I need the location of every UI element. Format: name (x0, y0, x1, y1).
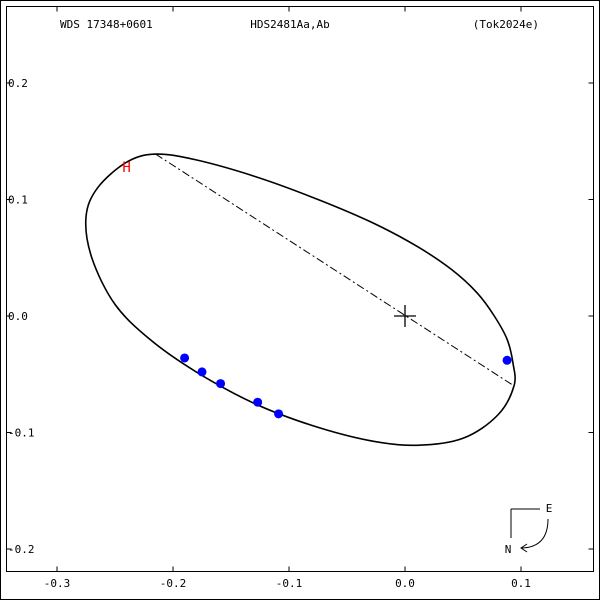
observation-point (180, 353, 190, 363)
observation-point (216, 379, 226, 389)
header-left: WDS 17348+0601 (60, 18, 153, 31)
x-tick-label: 0.0 (395, 577, 415, 590)
orbit-ellipse (84, 153, 516, 447)
compass-arrow-icon (520, 543, 528, 553)
y-tick-label: 0.2 (8, 77, 28, 90)
plot-frame (6, 6, 594, 572)
y-tick-label: 0.1 (8, 194, 28, 207)
node-line (155, 153, 515, 387)
y-tick-label: 0.0 (8, 310, 28, 323)
compass: E N (505, 502, 553, 556)
hipparcos-marker: H (122, 160, 130, 176)
x-tick-label: -0.1 (276, 577, 303, 590)
y-tick-label: -0.1 (8, 427, 35, 440)
observations-layer (180, 353, 512, 419)
y-tick-label: -0.2 (8, 543, 35, 556)
observation-point (502, 355, 512, 365)
observation-point (197, 367, 207, 377)
header-right: (Tok2024e) (473, 18, 539, 31)
compass-arc (521, 518, 549, 549)
observation-point (274, 409, 284, 419)
compass-east-label: E (546, 502, 553, 515)
header-center: HDS2481Aa,Ab (250, 18, 329, 31)
compass-north-label: N (505, 543, 512, 556)
x-tick-label: -0.2 (160, 577, 187, 590)
x-tick-label: -0.3 (44, 577, 71, 590)
orbit-layer: H (84, 153, 516, 447)
axis-ticks: -0.3 -0.2 -0.1 0.0 0.1 0.2 0.1 0.0 -0.1 -0.2 (6, 6, 594, 590)
x-tick-label: 0.1 (511, 577, 531, 590)
observation-point (253, 397, 263, 407)
